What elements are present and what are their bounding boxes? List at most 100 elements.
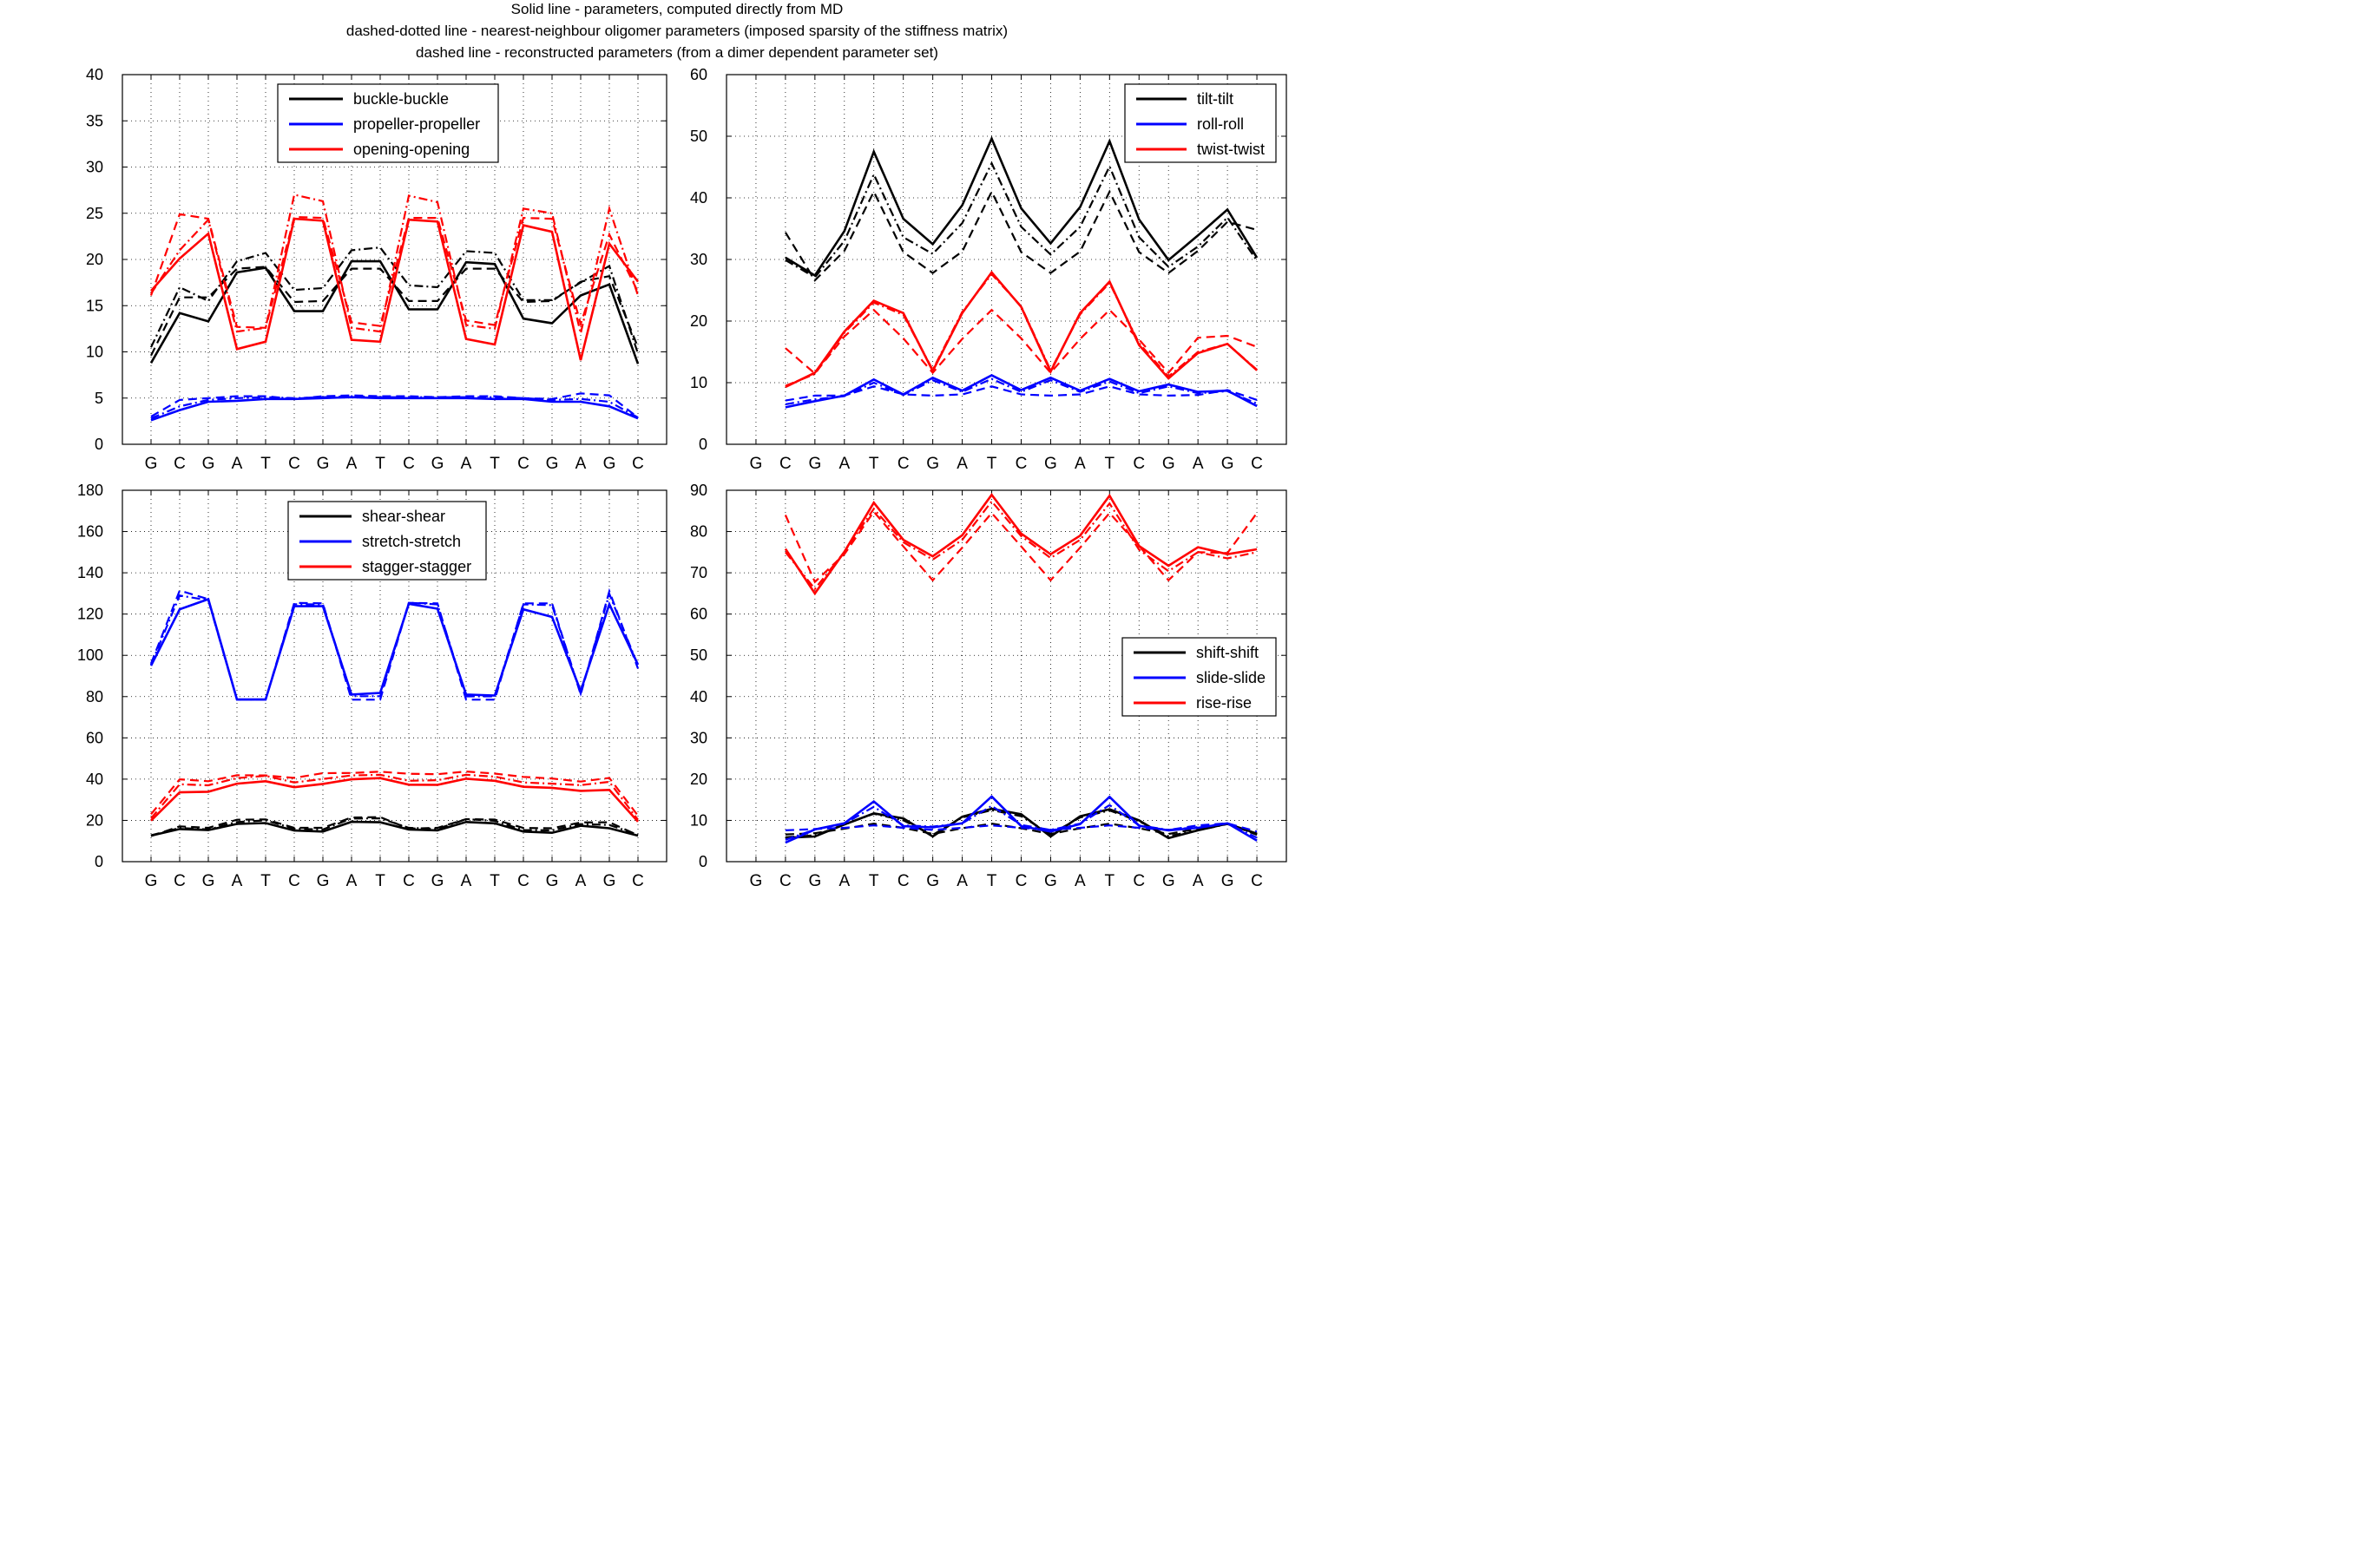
legend-bottom-right: shift-shift slide-slide rise-rise xyxy=(1121,637,1277,717)
series-line-rise-rise-solid xyxy=(784,493,1258,596)
x-tick-label: G xyxy=(1221,872,1234,890)
x-tick-label: C xyxy=(898,872,910,890)
x-tick-label: A xyxy=(1075,872,1086,890)
y-tick-label: 80 xyxy=(690,523,707,541)
y-tick-label: 10 xyxy=(86,344,103,361)
series-line-tilt-tilt-solid xyxy=(785,135,1259,278)
x-tick-label: C xyxy=(1133,455,1145,473)
y-tick-label: 20 xyxy=(690,771,707,788)
series-line-stagger-stagger-solid xyxy=(150,777,639,823)
y-tick-label: 35 xyxy=(86,112,103,129)
series-line-tilt-tilt-dashed xyxy=(784,189,1258,282)
series-line-tilt-tilt-dashdot xyxy=(785,161,1259,279)
y-tick-label: 180 xyxy=(77,482,103,499)
x-tick-label: A xyxy=(575,872,587,890)
y-tick-label: 40 xyxy=(690,189,707,207)
x-tick-label: A xyxy=(461,872,472,890)
x-tick-label: G xyxy=(750,872,763,890)
x-tick-label: A xyxy=(1193,872,1204,890)
x-tick-label: C xyxy=(174,872,186,890)
x-tick-label: T xyxy=(260,872,271,890)
y-tick-label: 20 xyxy=(690,312,707,330)
x-tick-label: A xyxy=(838,455,850,473)
y-tick-label: 70 xyxy=(690,564,707,581)
series-line-twist-twist-dashed xyxy=(785,308,1258,375)
legend-bottom-left: shear-shear stretch-stretch stagger-stagge… xyxy=(287,501,487,581)
x-tick-label: T xyxy=(375,872,385,890)
legend-top-right: tilt-tilt roll-roll twist-twist xyxy=(1124,83,1277,163)
y-tick-label: 60 xyxy=(690,606,707,623)
x-tick-label: G xyxy=(750,455,763,473)
x-tick-label: G xyxy=(546,455,559,473)
x-tick-label: T xyxy=(987,455,997,473)
x-tick-label: T xyxy=(869,455,879,473)
chart-top-left: G C G A T C G A T C G A T C G A G C0510152025303540buckle… xyxy=(86,66,667,473)
x-tick-label: A xyxy=(346,455,358,473)
header-line-solid: Solid line - parameters, computed direct… xyxy=(510,1,844,17)
y-tick-label: 40 xyxy=(690,688,707,705)
series-line-rise-rise-dashdot xyxy=(785,500,1258,591)
y-tick-label: 0 xyxy=(95,436,103,453)
legend-label: buckle-buckle xyxy=(353,90,449,108)
series-line-twist-twist-solid xyxy=(785,270,1258,389)
y-tick-label: 30 xyxy=(690,251,707,268)
x-tick-label: C xyxy=(779,455,792,473)
x-tick-label: G xyxy=(431,872,444,890)
x-tick-label: G xyxy=(317,455,330,473)
y-tick-label: 120 xyxy=(77,606,103,623)
series-line-buckle-buckle-dashed xyxy=(150,266,640,357)
legend-label: slide-slide xyxy=(1196,669,1266,686)
legend-label: tilt-tilt xyxy=(1197,90,1233,108)
x-tick-label: G xyxy=(431,455,444,473)
series-line-roll-roll-dashdot xyxy=(785,377,1258,405)
x-tick-label: G xyxy=(926,872,939,890)
x-tick-label: C xyxy=(1016,872,1028,890)
y-tick-label: 0 xyxy=(95,853,103,870)
x-tick-label: G xyxy=(1044,455,1057,473)
series-line-opening-opening-dashdot xyxy=(150,194,640,334)
x-tick-label: C xyxy=(174,455,186,473)
x-tick-label: G xyxy=(603,455,616,473)
legend-top-left: buckle-buckle propeller-propeller opening-… xyxy=(277,83,499,163)
x-tick-label: G xyxy=(603,872,616,890)
y-tick-label: 30 xyxy=(690,729,707,746)
x-tick-label: C xyxy=(632,455,644,473)
x-tick-label: C xyxy=(517,872,529,890)
series-line-opening-opening-dashed xyxy=(149,213,639,329)
x-tick-label: C xyxy=(1251,872,1263,890)
y-tick-label: 60 xyxy=(690,66,707,83)
series-line-shift-shift-dashdot xyxy=(785,809,1258,838)
y-tick-label: 20 xyxy=(86,811,103,829)
y-tick-label: 50 xyxy=(690,646,707,664)
y-tick-label: 100 xyxy=(77,646,103,664)
series-line-roll-roll-solid xyxy=(785,374,1258,409)
x-tick-label: C xyxy=(1251,455,1263,473)
x-tick-label: G xyxy=(202,455,215,473)
chart-bottom-right: G C G A T C G A T C G A T C G A G C0102030405060708090shi… xyxy=(690,482,1287,890)
y-tick-label: 10 xyxy=(690,374,707,391)
y-tick-label: 5 xyxy=(95,390,103,407)
legend-label: stretch-stretch xyxy=(362,533,461,550)
series-line-shear-shear-dashed xyxy=(150,816,639,837)
legend-label: rise-rise xyxy=(1196,694,1252,712)
x-tick-label: T xyxy=(375,455,385,473)
x-tick-label: G xyxy=(202,872,215,890)
x-tick-label: G xyxy=(317,872,330,890)
series-line-opening-opening-solid xyxy=(150,217,640,361)
series-line-stretch-stretch-dashed xyxy=(149,587,640,701)
y-tick-label: 140 xyxy=(77,564,103,581)
chart-bottom-left: G C G A T C G A T C G A T C G A G C0204060801001201401601… xyxy=(77,482,667,890)
series-line-twist-twist-dashdot xyxy=(785,272,1258,387)
y-tick-label: 40 xyxy=(86,771,103,788)
series-line-stagger-stagger-dashed xyxy=(150,770,639,817)
y-tick-label: 10 xyxy=(690,811,707,829)
x-tick-label: T xyxy=(987,872,997,890)
x-tick-label: A xyxy=(838,872,850,890)
x-tick-label: A xyxy=(461,455,472,473)
x-tick-label: G xyxy=(926,455,939,473)
x-tick-label: A xyxy=(232,872,243,890)
y-tick-label: 60 xyxy=(86,729,103,746)
legend-label: shear-shear xyxy=(362,508,445,525)
chart-top-right: G C G A T C G A T C G A T C G A G C0102030405060tilt-tilt… xyxy=(690,66,1287,473)
